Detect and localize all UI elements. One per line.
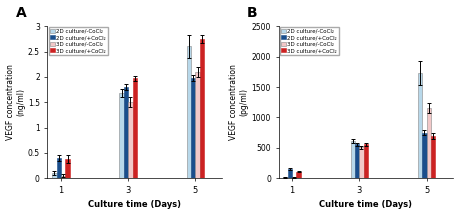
Bar [359, 147, 364, 178]
Bar [61, 176, 65, 178]
Bar [355, 144, 359, 178]
Bar [288, 169, 292, 178]
X-axis label: Culture time (Days): Culture time (Days) [89, 200, 181, 209]
Bar [431, 136, 435, 178]
Bar [65, 159, 70, 178]
Bar [119, 93, 124, 178]
Bar [364, 144, 368, 178]
Bar [196, 72, 200, 178]
Bar [200, 39, 204, 178]
Bar [133, 78, 137, 178]
Bar [283, 177, 288, 178]
X-axis label: Culture time (Days): Culture time (Days) [319, 200, 413, 209]
Bar [124, 87, 128, 178]
Y-axis label: VEGF concentration
(ng/ml): VEGF concentration (ng/ml) [6, 64, 25, 140]
Bar [128, 102, 133, 178]
Bar [191, 78, 196, 178]
Legend: 2D culture/-CoCl₂, 2D culture/+CoCl₂, 3D culture/-CoCl₂, 3D culture/+CoCl₂: 2D culture/-CoCl₂, 2D culture/+CoCl₂, 3D… [49, 27, 108, 55]
Bar [351, 141, 355, 178]
Bar [426, 108, 431, 178]
Y-axis label: VEGF concentration
(pg/ml): VEGF concentration (pg/ml) [230, 64, 249, 140]
Text: A: A [16, 6, 27, 20]
Bar [292, 177, 297, 178]
Bar [418, 73, 422, 178]
Bar [297, 172, 301, 178]
Text: B: B [247, 6, 257, 20]
Legend: 2D culture/-CoCl₂, 2D culture/+CoCl₂, 3D culture/-CoCl₂, 3D culture/+CoCl₂: 2D culture/-CoCl₂, 2D culture/+CoCl₂, 3D… [280, 27, 339, 55]
Bar [56, 158, 61, 178]
Bar [52, 173, 56, 178]
Bar [422, 133, 426, 178]
Bar [187, 46, 191, 178]
